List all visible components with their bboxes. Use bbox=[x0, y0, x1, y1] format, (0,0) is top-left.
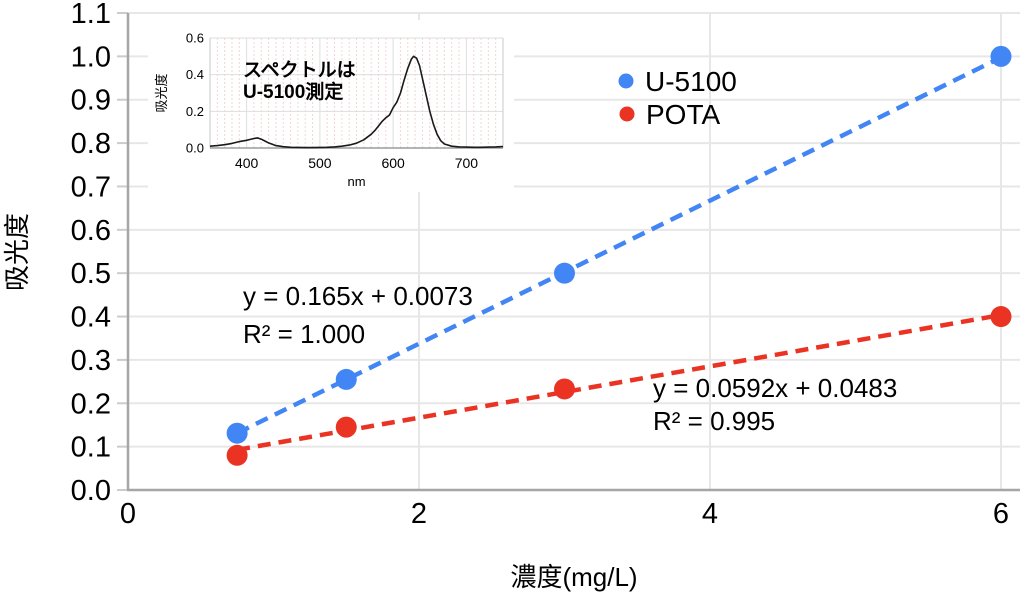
inset-y-tick-label: 0.0 bbox=[186, 141, 204, 156]
legend-label-u-5100: U-5100 bbox=[645, 66, 737, 97]
y-axis-ticks bbox=[117, 12, 128, 491]
y-tick-label: 0.2 bbox=[71, 388, 111, 420]
inset-y-tick-label: 0.4 bbox=[186, 67, 204, 82]
y-axis-title: 吸光度 bbox=[2, 213, 32, 291]
x-tick-label: 6 bbox=[993, 498, 1009, 530]
data-point-u-5100 bbox=[990, 45, 1012, 67]
legend-marker-u-5100 bbox=[618, 73, 634, 89]
inset-y-tick-label: 0.2 bbox=[186, 104, 204, 119]
data-point-pota bbox=[335, 416, 357, 438]
inset-x-tick-label: 600 bbox=[381, 155, 405, 171]
data-point-pota bbox=[554, 378, 575, 400]
y-tick-label: 0.1 bbox=[71, 432, 111, 464]
y-tick-label: 0.5 bbox=[71, 258, 111, 290]
legend-label-pota: POTA bbox=[646, 99, 720, 130]
inset-x-tick-label: 500 bbox=[308, 155, 332, 171]
trendline-pota bbox=[236, 312, 1002, 453]
r-squared-pota: R² = 0.995 bbox=[653, 406, 775, 436]
legend-marker-pota bbox=[619, 106, 635, 122]
inset-major-gridlines bbox=[246, 38, 467, 148]
y-tick-labels: 0.0 0.1 0.2 0.3 0.4 0.5 0.6 0.7 0.8 0.9 1.0 1.1 bbox=[71, 0, 111, 507]
y-tick-label: 0.9 bbox=[71, 85, 111, 117]
data-point-pota bbox=[990, 306, 1012, 328]
equation-u-5100: y = 0.165x + 0.0073 bbox=[243, 281, 473, 311]
x-tick-labels: 0 2 4 6 bbox=[120, 498, 1009, 530]
inset-y-tick-label: 0.6 bbox=[186, 31, 204, 46]
spectrum-curve bbox=[209, 55, 504, 149]
equation-pota: y = 0.0592x + 0.0483 bbox=[653, 373, 897, 403]
y-tick-label: 0.8 bbox=[71, 128, 111, 160]
x-tick-label: 4 bbox=[702, 498, 718, 530]
inset-x-axis-title: nm bbox=[347, 174, 365, 189]
r-squared-u-5100: R² = 1.000 bbox=[243, 319, 365, 349]
trendline-u-5100 bbox=[236, 55, 1002, 436]
data-point-u-5100 bbox=[554, 262, 575, 284]
x-axis-title: 濃度(mg/L) bbox=[510, 562, 637, 592]
y-tick-label: 0.7 bbox=[71, 171, 111, 203]
inset-annotation-line2: U-5100測定 bbox=[243, 80, 343, 103]
y-tick-label: 1.0 bbox=[71, 41, 111, 73]
y-tick-label: 0.6 bbox=[71, 215, 111, 247]
y-tick-label: 0.3 bbox=[71, 345, 111, 377]
data-points bbox=[226, 45, 1012, 466]
data-point-u-5100 bbox=[226, 422, 248, 444]
y-tick-label: 0.4 bbox=[71, 302, 111, 334]
inset-background bbox=[148, 20, 514, 192]
y-tick-label: 0.0 bbox=[71, 475, 111, 507]
inset-x-tick-label: 700 bbox=[455, 155, 479, 171]
equations: y = 0.165x + 0.0073 R² = 1.000 y = 0.0592x… bbox=[243, 281, 897, 436]
y-tick-label: 1.1 bbox=[71, 0, 111, 30]
data-point-u-5100 bbox=[335, 368, 357, 390]
inset-y-axis-title: 吸光度 bbox=[154, 73, 169, 112]
inset-spectrum-chart: 0.0 0.2 0.4 0.6 400 500 600 700 nm 吸光度 スペクトルはU-510… bbox=[148, 20, 514, 192]
inset-annotation-line1: スペクトルは bbox=[243, 59, 356, 81]
x-tick-label: 0 bbox=[120, 498, 136, 530]
x-tick-label: 2 bbox=[411, 498, 427, 530]
inset-x-tick-label: 400 bbox=[235, 155, 259, 171]
data-point-pota bbox=[226, 444, 248, 466]
trendlines bbox=[236, 55, 1002, 453]
